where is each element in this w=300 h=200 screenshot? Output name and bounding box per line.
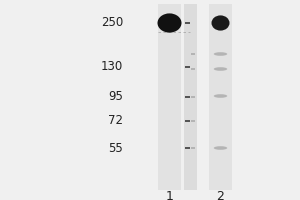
Bar bbox=[184, 4, 197, 190]
Bar bbox=[209, 4, 232, 190]
Bar bbox=[185, 66, 190, 68]
Text: 1: 1 bbox=[166, 190, 173, 200]
Bar bbox=[191, 120, 195, 122]
Text: 2: 2 bbox=[217, 190, 224, 200]
Ellipse shape bbox=[214, 94, 227, 98]
Bar bbox=[185, 22, 190, 24]
Text: 130: 130 bbox=[101, 60, 123, 73]
Ellipse shape bbox=[214, 67, 227, 71]
Ellipse shape bbox=[214, 146, 227, 150]
Ellipse shape bbox=[158, 13, 182, 33]
Bar bbox=[158, 4, 181, 190]
Bar bbox=[191, 96, 195, 98]
Ellipse shape bbox=[212, 15, 230, 31]
Text: 250: 250 bbox=[101, 17, 123, 29]
Text: 95: 95 bbox=[108, 90, 123, 104]
Bar bbox=[191, 147, 195, 149]
Bar bbox=[185, 96, 190, 98]
Bar bbox=[185, 147, 190, 149]
Text: 55: 55 bbox=[108, 142, 123, 154]
Bar bbox=[191, 53, 195, 55]
Bar bbox=[191, 68, 195, 70]
Bar bbox=[185, 120, 190, 122]
Text: 72: 72 bbox=[108, 114, 123, 128]
Ellipse shape bbox=[214, 52, 227, 56]
